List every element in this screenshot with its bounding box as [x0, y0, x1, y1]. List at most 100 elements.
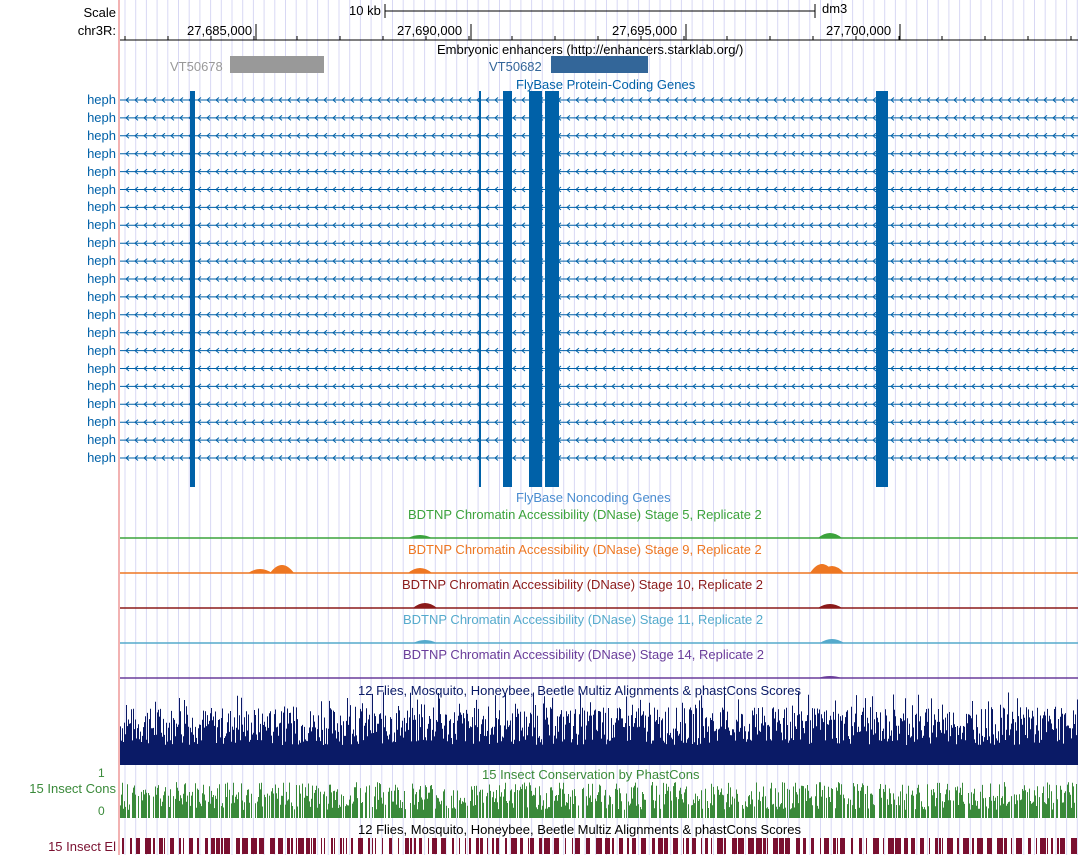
strand-arrow	[764, 186, 769, 193]
strand-arrow	[287, 419, 292, 426]
strand-arrow	[224, 132, 229, 139]
strand-arrow	[953, 258, 958, 264]
gene-label[interactable]: heph	[87, 432, 116, 448]
strand-arrow	[467, 294, 472, 300]
strand-arrow	[764, 455, 769, 461]
strand-arrow	[278, 419, 283, 426]
strand-arrow	[863, 258, 868, 264]
gene-label[interactable]: heph	[87, 163, 116, 179]
conserved-element	[505, 838, 507, 854]
track-image-area[interactable]: 10 kb dm3 27,685,000 27,690,000 27,695,0…	[120, 0, 1078, 855]
gene-label[interactable]: heph	[87, 288, 116, 304]
strand-arrow	[566, 97, 571, 103]
strand-arrow	[674, 115, 679, 121]
strand-arrow	[656, 347, 661, 354]
strand-arrow	[719, 150, 724, 157]
gene-label[interactable]: heph	[87, 92, 116, 107]
strand-arrow	[746, 419, 751, 426]
gene-label[interactable]: heph	[87, 396, 116, 412]
gene-label[interactable]: heph	[87, 127, 116, 143]
strand-arrow	[512, 150, 517, 157]
gene-label[interactable]: heph	[87, 181, 116, 197]
tracks-canvas[interactable]: 10 kb dm3 27,685,000 27,690,000 27,695,0…	[120, 0, 1078, 855]
strand-arrow	[854, 383, 859, 390]
strand-arrow	[314, 276, 319, 282]
conserved-element	[432, 838, 437, 854]
gene-label[interactable]: heph	[87, 450, 116, 465]
strand-arrow	[485, 168, 490, 175]
strand-arrow	[449, 401, 454, 408]
strand-arrow	[170, 97, 175, 103]
strand-arrow	[152, 222, 157, 229]
gene-label[interactable]: heph	[87, 378, 116, 394]
strand-arrow	[836, 258, 841, 264]
conserved-element	[296, 838, 297, 854]
strand-arrow	[404, 97, 409, 103]
gene-label[interactable]: heph	[87, 109, 116, 125]
strand-arrow	[206, 311, 211, 318]
conserved-element	[122, 838, 124, 854]
strand-arrow	[1007, 437, 1012, 443]
strand-arrow	[755, 437, 760, 443]
strand-arrow	[971, 168, 976, 175]
strand-arrow	[926, 311, 931, 318]
strand-arrow	[1007, 97, 1012, 103]
strand-arrow	[413, 276, 418, 282]
phastcons-side-label[interactable]: 15 Insect Cons	[29, 781, 116, 796]
strand-arrow	[1061, 329, 1066, 336]
strand-arrow	[899, 347, 904, 354]
strand-arrow	[368, 276, 373, 282]
gene-label[interactable]: heph	[87, 342, 116, 358]
gene-label[interactable]: heph	[87, 199, 116, 215]
strand-arrow	[359, 294, 364, 300]
strand-arrow	[989, 419, 994, 426]
strand-arrow	[1016, 365, 1021, 372]
strand-arrow	[755, 115, 760, 121]
strand-arrow	[341, 294, 346, 300]
elements-side-label[interactable]: 15 Insect El	[48, 839, 116, 854]
strand-arrow	[332, 311, 337, 318]
strand-arrow	[377, 132, 382, 139]
strand-arrow	[890, 455, 895, 461]
strand-arrow	[458, 276, 463, 282]
strand-arrow	[791, 365, 796, 372]
gene-label[interactable]: heph	[87, 217, 116, 233]
strand-arrow	[701, 186, 706, 193]
strand-arrow	[602, 168, 607, 175]
strand-arrow	[1070, 222, 1075, 229]
strand-arrow	[944, 150, 949, 157]
strand-arrow	[125, 132, 130, 139]
strand-arrow	[467, 311, 472, 318]
strand-arrow	[260, 97, 265, 103]
conserved-element	[520, 838, 523, 854]
gene-label[interactable]: heph	[87, 414, 116, 430]
strand-arrow	[620, 365, 625, 372]
strand-arrow	[323, 204, 328, 211]
strand-arrow	[143, 132, 148, 139]
strand-arrow	[233, 222, 238, 229]
gene-label[interactable]: heph	[87, 271, 116, 286]
strand-arrow	[683, 168, 688, 175]
strand-arrow	[305, 115, 310, 121]
strand-arrow	[638, 150, 643, 157]
gene-label[interactable]: heph	[87, 324, 116, 340]
strand-arrow	[224, 329, 229, 336]
strand-arrow	[764, 276, 769, 282]
strand-arrow	[818, 329, 823, 336]
strand-arrow	[746, 240, 751, 247]
strand-arrow	[944, 276, 949, 282]
strand-arrow	[269, 132, 274, 139]
strand-arrow	[800, 329, 805, 336]
strand-arrow	[143, 347, 148, 354]
strand-arrow	[521, 383, 526, 390]
gene-label[interactable]: heph	[87, 360, 116, 376]
strand-arrow	[926, 455, 931, 461]
gene-label[interactable]: heph	[87, 235, 116, 251]
gene-label[interactable]: heph	[87, 306, 116, 322]
gene-label[interactable]: heph	[87, 253, 116, 269]
strand-arrow	[908, 168, 913, 175]
strand-arrow	[845, 258, 850, 264]
strand-arrow	[1070, 204, 1075, 211]
strand-arrow	[827, 276, 832, 282]
gene-label[interactable]: heph	[87, 145, 116, 161]
